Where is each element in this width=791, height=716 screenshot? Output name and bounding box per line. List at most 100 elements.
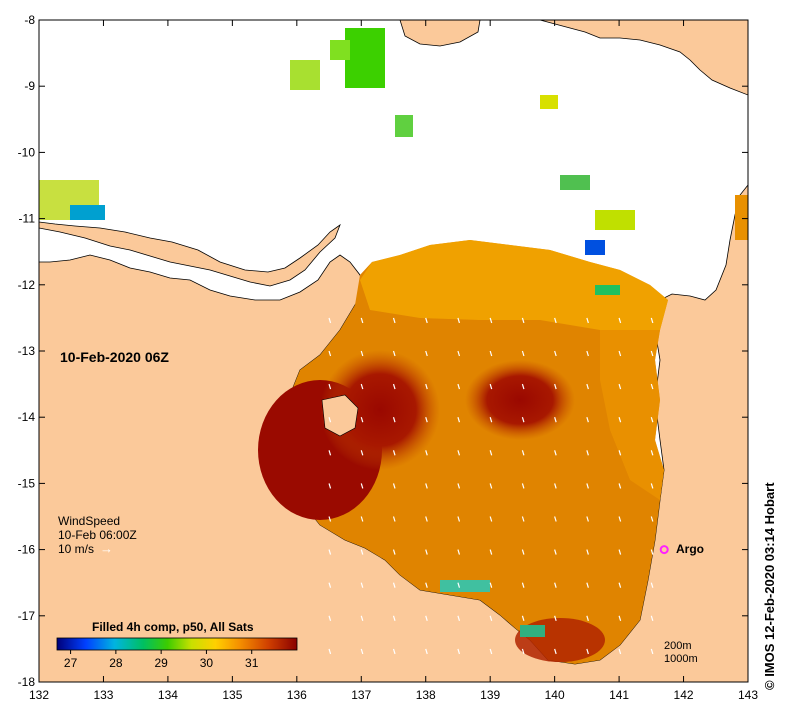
wind-arrow bbox=[328, 350, 332, 357]
land-top-small bbox=[399, 20, 481, 47]
wind-arrow bbox=[586, 350, 589, 357]
wind-arrow bbox=[618, 450, 622, 456]
wind-arrow bbox=[457, 582, 461, 588]
wind-arrow bbox=[586, 417, 589, 423]
wind-arrow bbox=[618, 350, 622, 357]
lon-tick-label: 139 bbox=[480, 688, 500, 702]
contour-200m: 200m bbox=[664, 640, 692, 652]
wind-arrow bbox=[457, 350, 461, 357]
wind-arrow bbox=[425, 516, 428, 522]
wind-arrow bbox=[328, 615, 332, 621]
bathymetry-contour-notes: 200m 1000m bbox=[664, 640, 698, 666]
wind-arrow bbox=[360, 317, 364, 324]
wind-arrow bbox=[554, 516, 557, 522]
lon-tick-label: 141 bbox=[609, 688, 629, 702]
wind-arrow bbox=[328, 417, 332, 423]
lat-tick-label: -15 bbox=[18, 476, 36, 490]
wind-arrow bbox=[521, 417, 525, 423]
wind-arrow bbox=[650, 549, 654, 555]
lat-tick-label: -12 bbox=[18, 278, 36, 292]
wind-arrow bbox=[392, 383, 396, 390]
colorbar-tick-label: 27 bbox=[64, 656, 78, 670]
wind-arrow bbox=[360, 615, 364, 621]
wind-arrow bbox=[554, 383, 557, 390]
sst-field-warm bbox=[262, 240, 668, 664]
wind-legend-title: WindSpeed bbox=[58, 514, 121, 528]
contour-1000m: 1000m bbox=[664, 653, 698, 665]
wind-arrow bbox=[521, 549, 525, 555]
sst-field-orange-right bbox=[600, 330, 664, 500]
wind-arrow bbox=[392, 350, 396, 357]
wind-arrow bbox=[586, 317, 589, 324]
wind-arrow bbox=[618, 648, 622, 655]
wind-arrow bbox=[586, 383, 589, 390]
wind-arrow bbox=[328, 648, 332, 655]
lon-tick-label: 133 bbox=[93, 688, 113, 702]
wind-arrow bbox=[457, 417, 461, 423]
colorbar-tick-label: 31 bbox=[245, 656, 259, 670]
land-left-peninsula bbox=[39, 221, 341, 287]
sst-field-orange-upper bbox=[360, 240, 668, 330]
wind-arrow bbox=[392, 582, 396, 588]
wind-arrow bbox=[618, 483, 622, 489]
wind-arrow bbox=[618, 582, 622, 588]
sst-hot-east bbox=[465, 360, 575, 440]
colorbar-tick-label: 30 bbox=[200, 656, 214, 670]
wind-arrow bbox=[328, 516, 332, 522]
wind-arrow bbox=[618, 516, 622, 522]
wind-arrow bbox=[392, 615, 396, 621]
lon-tick-label: 143 bbox=[738, 688, 758, 702]
wind-arrow bbox=[618, 317, 622, 324]
wind-legend-scale: 10 m/s bbox=[58, 542, 95, 556]
wind-arrow bbox=[457, 483, 461, 489]
sst-hot-center bbox=[320, 350, 440, 470]
imos-credit: © IMOS 12-Feb-2020 03:14 Hobart bbox=[762, 482, 777, 690]
colorbar-title: Filled 4h comp, p50, All Sats bbox=[92, 620, 254, 634]
wind-arrow bbox=[554, 483, 557, 489]
wind-arrow bbox=[521, 450, 525, 456]
lon-tick-label: 136 bbox=[287, 688, 307, 702]
wind-arrow bbox=[328, 450, 332, 456]
wind-arrow bbox=[360, 383, 364, 390]
wind-arrow bbox=[457, 317, 461, 324]
wind-arrow bbox=[328, 317, 332, 324]
wind-arrow bbox=[521, 516, 525, 522]
wind-arrow bbox=[650, 417, 654, 423]
wind-arrow bbox=[650, 317, 654, 324]
wind-arrow bbox=[650, 582, 654, 588]
lon-tick-label: 132 bbox=[29, 688, 49, 702]
lat-tick-label: -13 bbox=[18, 344, 36, 358]
wind-arrow bbox=[618, 615, 622, 621]
wind-arrow bbox=[650, 648, 654, 655]
lon-tick-label: 142 bbox=[674, 688, 694, 702]
wind-legend-scale-row: 10 m/s → bbox=[58, 542, 137, 557]
wind-arrow bbox=[521, 615, 525, 621]
wind-arrow bbox=[425, 350, 428, 357]
plot-area bbox=[39, 20, 748, 682]
colorbar-tick-label: 29 bbox=[154, 656, 168, 670]
argo-label: Argo bbox=[676, 542, 704, 556]
wind-arrow bbox=[586, 648, 589, 655]
wind-arrow bbox=[521, 383, 525, 390]
wind-arrow bbox=[489, 483, 493, 489]
wind-arrow bbox=[586, 615, 589, 621]
wind-arrow bbox=[425, 483, 428, 489]
wind-arrow bbox=[521, 582, 525, 588]
longitude-axis: 132 133 134 135 136 137 138 139 140 141 142 143 bbox=[29, 20, 758, 702]
wind-arrow bbox=[650, 350, 654, 357]
lat-tick-label: -9 bbox=[24, 79, 35, 93]
wind-arrow bbox=[328, 483, 332, 489]
wind-arrow bbox=[425, 615, 428, 621]
wind-arrow bbox=[650, 615, 654, 621]
wind-arrow bbox=[392, 417, 396, 423]
lat-tick-label: -8 bbox=[24, 13, 35, 27]
sst-colorbar bbox=[56, 637, 298, 651]
wind-arrow bbox=[360, 516, 364, 522]
lon-tick-label: 134 bbox=[158, 688, 178, 702]
wind-arrow bbox=[554, 615, 557, 621]
wind-arrow bbox=[425, 383, 428, 390]
wind-arrow bbox=[489, 648, 493, 655]
lon-tick-label: 140 bbox=[545, 688, 565, 702]
wind-arrow bbox=[521, 648, 525, 655]
argo-float-marker[interactable] bbox=[659, 545, 669, 555]
